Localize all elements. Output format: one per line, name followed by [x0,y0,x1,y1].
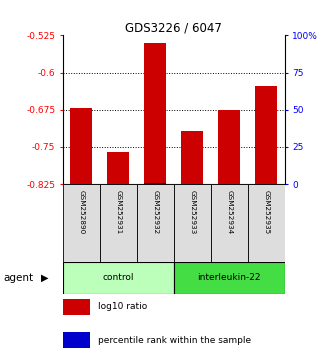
Text: GSM252933: GSM252933 [189,190,195,235]
Text: interleukin-22: interleukin-22 [198,273,261,282]
Text: GSM252935: GSM252935 [263,190,269,235]
Text: GSM252934: GSM252934 [226,190,232,235]
FancyBboxPatch shape [137,184,174,262]
Text: percentile rank within the sample: percentile rank within the sample [98,336,252,344]
Text: GSM252932: GSM252932 [152,190,158,235]
Bar [144,183,166,184]
Text: agent: agent [3,273,33,283]
Text: GSM252931: GSM252931 [115,190,121,235]
Bar [181,131,203,184]
FancyBboxPatch shape [100,184,137,262]
Bar [107,152,129,184]
Title: GDS3226 / 6047: GDS3226 / 6047 [125,21,222,34]
FancyBboxPatch shape [63,184,100,262]
Text: log10 ratio: log10 ratio [98,302,148,312]
FancyBboxPatch shape [174,184,211,262]
Bar [63,262,174,294]
Bar [174,262,285,294]
Text: GSM252890: GSM252890 [78,190,84,235]
Bar [63,332,89,348]
Text: control: control [103,273,134,282]
Bar [63,299,89,315]
Bar [218,110,240,184]
Text: ▶: ▶ [41,273,49,283]
Bar [255,183,277,184]
FancyBboxPatch shape [211,184,248,262]
Bar [70,108,92,184]
FancyBboxPatch shape [248,184,285,262]
Bar [255,86,277,184]
Bar [144,43,166,184]
